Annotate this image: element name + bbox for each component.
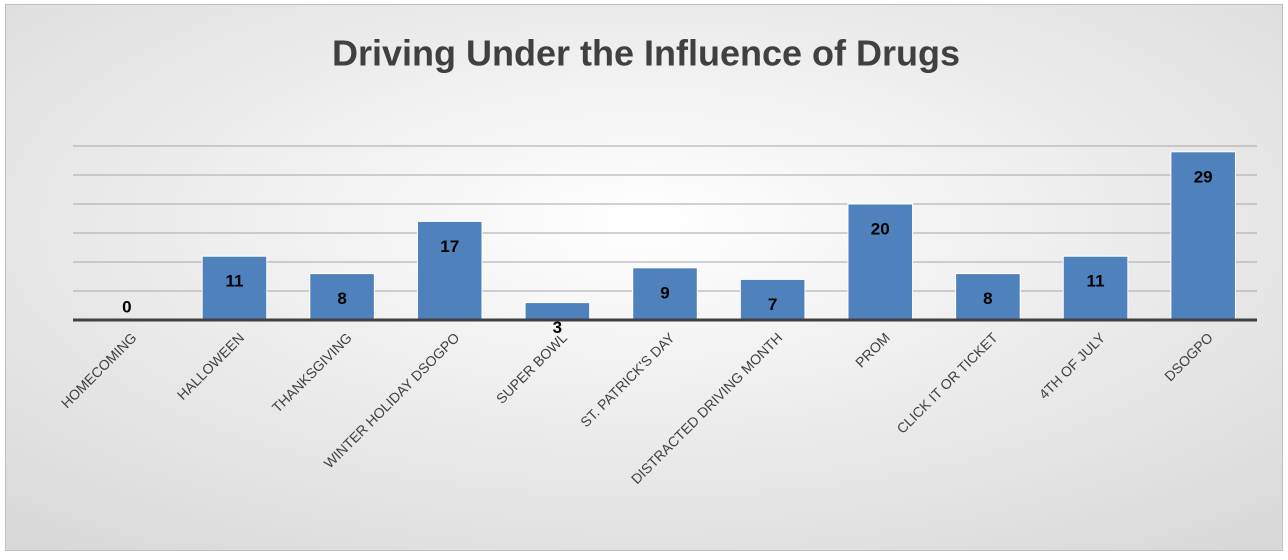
bar [201,255,268,321]
data-label: 7 [768,295,777,314]
bar [1062,255,1129,321]
data-label: 17 [440,237,459,256]
bar [309,273,375,321]
data-label: 0 [122,297,131,316]
data-label: 20 [871,219,890,238]
bar [847,203,914,321]
bar [955,273,1021,321]
data-label: 11 [1087,272,1105,291]
data-label: 29 [1194,167,1213,186]
bar [739,278,806,321]
data-label: 8 [983,289,992,308]
data-label: 8 [337,289,346,308]
bar [416,220,483,321]
data-label: 11 [225,272,243,291]
data-label: 9 [660,283,669,302]
data-label: 3 [553,318,562,337]
chart-title: Driving Under the Influence of Drugs [332,33,960,74]
